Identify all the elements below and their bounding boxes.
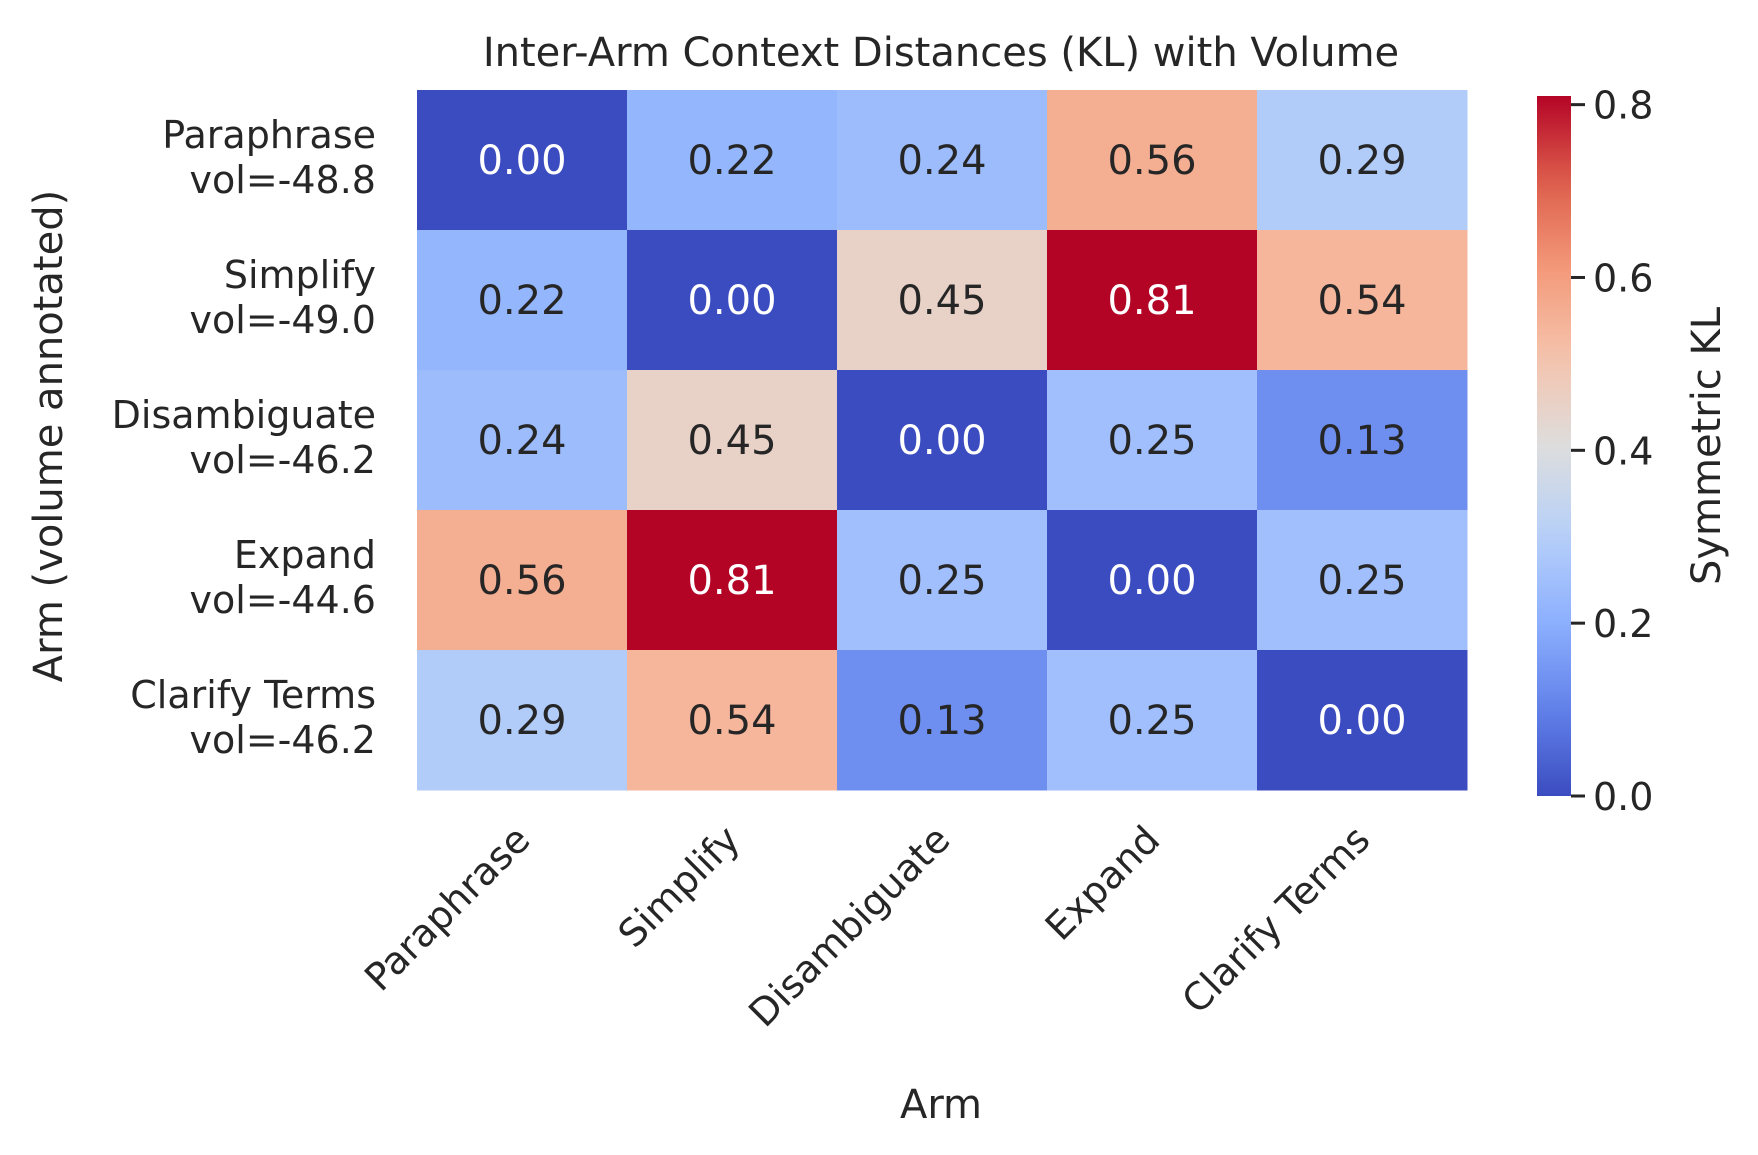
heatmap-cell-3-0 (417, 510, 628, 651)
cell-value-label: 0.00 (897, 418, 986, 464)
heatmap-cell-4-2 (837, 650, 1048, 791)
y-tick-label: Disambiguate vol=-46.2 (112, 393, 376, 482)
cell-value-label: 0.54 (687, 698, 776, 744)
chart-title: Inter-Arm Context Distances (KL) with Vo… (483, 30, 1399, 76)
x-tick-label: Clarify Terms (1173, 817, 1378, 1022)
heatmap-cell-2-3 (1047, 370, 1258, 511)
y-tick-label: Clarify Terms vol=-46.2 (130, 673, 376, 762)
cell-value-label: 0.45 (687, 418, 776, 464)
heatmap-cell-3-1 (627, 510, 838, 651)
x-tick-label: Expand (1037, 817, 1169, 949)
heatmap-cell-4-3 (1047, 650, 1258, 791)
cell-value-label: 0.00 (1107, 558, 1196, 604)
colorbar-tick-label: 0.2 (1593, 602, 1653, 646)
cell-value-label: 0.00 (1317, 698, 1406, 744)
heatmap-cell-3-4 (1257, 510, 1468, 651)
x-tick-label: Paraphrase (356, 817, 538, 999)
y-tick-label: Simplify vol=-49.0 (190, 253, 376, 342)
cell-value-label: 0.25 (1317, 558, 1406, 604)
colorbar-tick-label: 0.6 (1593, 256, 1653, 300)
heatmap-cell-1-3 (1047, 230, 1258, 371)
cell-value-label: 0.29 (477, 698, 566, 744)
cell-value-label: 0.56 (1107, 138, 1196, 184)
cell-value-label: 0.00 (687, 278, 776, 324)
heatmap-cell-1-0 (417, 230, 628, 371)
cell-value-label: 0.13 (1317, 418, 1406, 464)
heatmap-cell-0-3 (1047, 90, 1258, 231)
cell-value-label: 0.25 (1107, 698, 1196, 744)
cell-value-label: 0.25 (1107, 418, 1196, 464)
cell-value-label: 0.45 (897, 278, 986, 324)
colorbar (1537, 96, 1571, 796)
heatmap-cell-4-1 (627, 650, 838, 791)
cell-value-label: 0.25 (897, 558, 986, 604)
heatmap-cell-1-4 (1257, 230, 1468, 371)
heatmap-cell-3-3 (1047, 510, 1258, 651)
cell-value-label: 0.24 (477, 418, 566, 464)
cell-value-label: 0.24 (897, 138, 986, 184)
heatmap-cell-2-0 (417, 370, 628, 511)
heatmap-cell-0-4 (1257, 90, 1468, 231)
y-tick-label: Expand vol=-44.6 (190, 533, 376, 622)
cell-value-label: 0.54 (1317, 278, 1406, 324)
cell-value-label: 0.22 (687, 138, 776, 184)
colorbar-tick-label: 0.4 (1593, 429, 1653, 473)
y-axis-label: Arm (volume annotated) (26, 190, 72, 682)
colorbar-label: Symmetric KL (1684, 306, 1730, 585)
heatmap-cell-4-0 (417, 650, 628, 791)
heatmap-cell-3-2 (837, 510, 1048, 651)
cell-value-label: 0.00 (477, 138, 566, 184)
heatmap-cell-2-2 (837, 370, 1048, 511)
cell-value-label: 0.56 (477, 558, 566, 604)
heatmap-cell-1-1 (627, 230, 838, 371)
colorbar-ticks: 0.0 0.2 0.4 0.6 0.8 (1571, 84, 1653, 819)
colorbar-tick-label: 0.8 (1593, 84, 1653, 128)
heatmap-cell-0-0 (417, 90, 628, 231)
heatmap-cell-labels: 0.00 0.22 0.24 0.56 0.29 0.22 0.00 0.45 0.81 0.54… (477, 138, 1406, 744)
x-tick-label: Simplify (610, 817, 749, 956)
cell-value-label: 0.22 (477, 278, 566, 324)
heatmap-cell-4-4 (1257, 650, 1468, 791)
y-tick-labels: Paraphrase vol=-48.8 Simplify vol=-49.0 Disa… (112, 113, 376, 762)
heatmap-cells (417, 90, 1468, 791)
x-axis-label: Arm (900, 1082, 982, 1128)
heatmap-cell-0-1 (627, 90, 838, 231)
x-tick-label: Disambiguate (740, 817, 958, 1035)
heatmap-cell-2-4 (1257, 370, 1468, 511)
cell-value-label: 0.81 (1107, 278, 1196, 324)
y-tick-label: Paraphrase vol=-48.8 (162, 113, 376, 202)
cell-value-label: 0.29 (1317, 138, 1406, 184)
colorbar-tick-label: 0.0 (1593, 775, 1653, 819)
heatmap-cell-0-2 (837, 90, 1048, 231)
heatmap-cell-2-1 (627, 370, 838, 511)
cell-value-label: 0.13 (897, 698, 986, 744)
cell-value-label: 0.81 (687, 558, 776, 604)
heatmap-cell-1-2 (837, 230, 1048, 371)
